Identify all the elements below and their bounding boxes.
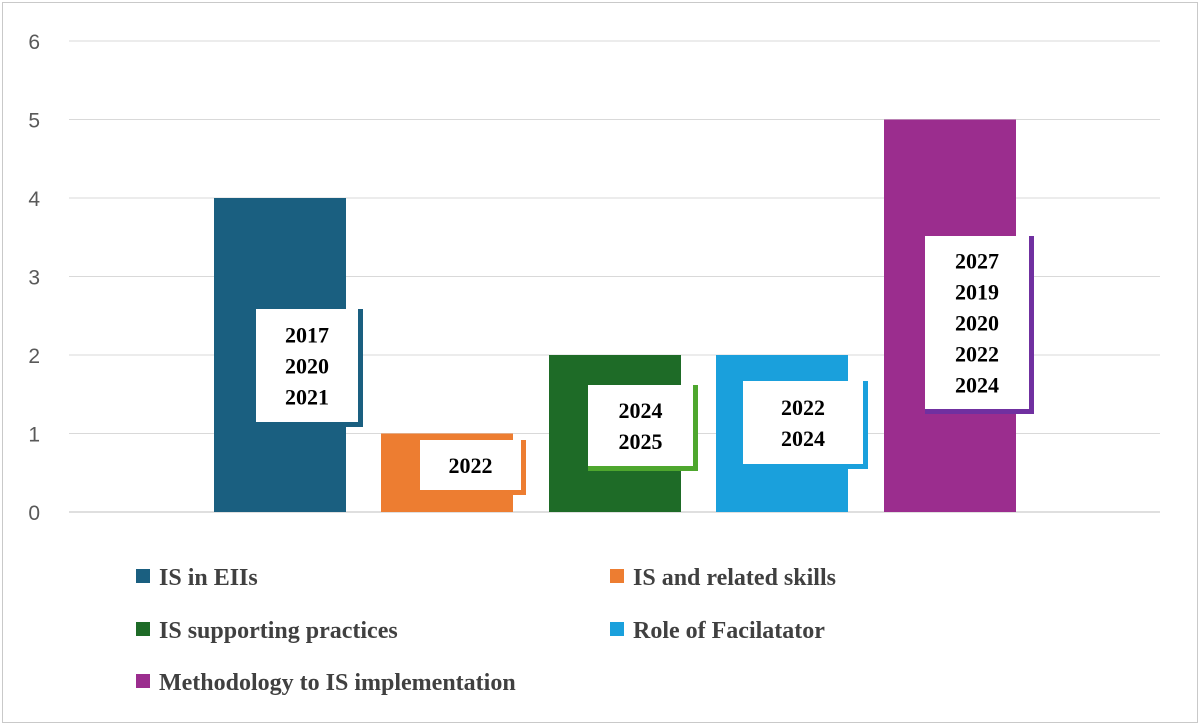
y-tick-label-1: 1 bbox=[28, 424, 40, 447]
y-tick-label-2: 2 bbox=[28, 345, 40, 368]
y-tick-label-3: 3 bbox=[28, 267, 40, 290]
year-label-is-and-related-skills-0: 2022 bbox=[449, 453, 493, 478]
legend-label-is-and-related-skills: IS and related skills bbox=[633, 565, 836, 591]
legend-swatch-role-of-facilatator bbox=[610, 622, 624, 636]
legend-swatch-is-and-related-skills bbox=[610, 569, 624, 583]
year-label-methodology-to-is-implementation-4: 2024 bbox=[955, 373, 999, 398]
year-label-is-supporting-practices-0: 2024 bbox=[619, 398, 663, 423]
year-label-role-of-facilatator-1: 2024 bbox=[781, 426, 825, 451]
year-label-methodology-to-is-implementation-3: 2022 bbox=[955, 342, 999, 367]
y-tick-label-6: 6 bbox=[28, 31, 40, 54]
y-tick-label-4: 4 bbox=[28, 188, 40, 211]
year-label-is-in-eiis-0: 2017 bbox=[285, 323, 329, 348]
legend-label-is-in-eiis: IS in EIIs bbox=[159, 565, 258, 591]
year-label-methodology-to-is-implementation-1: 2019 bbox=[955, 280, 999, 305]
year-label-methodology-to-is-implementation-0: 2027 bbox=[955, 249, 999, 274]
year-label-is-in-eiis-1: 2020 bbox=[285, 354, 329, 379]
year-box-is-supporting-practices bbox=[588, 385, 693, 466]
legend-swatch-is-in-eiis bbox=[136, 569, 150, 583]
year-label-is-in-eiis-2: 2021 bbox=[285, 385, 329, 410]
legend-swatch-is-supporting-practices bbox=[136, 622, 150, 636]
year-box-is-in-eiis bbox=[256, 309, 358, 422]
year-label-role-of-facilatator-0: 2022 bbox=[781, 395, 825, 420]
year-box-is-and-related-skills bbox=[420, 440, 521, 490]
legend-label-role-of-facilatator: Role of Facilatator bbox=[633, 618, 825, 644]
legend-label-is-supporting-practices: IS supporting practices bbox=[159, 618, 398, 644]
year-label-methodology-to-is-implementation-2: 2020 bbox=[955, 311, 999, 336]
year-box-methodology-to-is-implementation bbox=[925, 236, 1029, 409]
year-box-role-of-facilatator bbox=[743, 381, 863, 464]
legend-swatch-methodology-to-is-implementation bbox=[136, 674, 150, 688]
bar-chart: 0 1 2 3 4 5 6 2017 2020 2021 2022 2024 2025 2022 2024 2… bbox=[28, 31, 1160, 696]
y-tick-label-0: 0 bbox=[28, 502, 40, 525]
year-label-is-supporting-practices-1: 2025 bbox=[619, 429, 663, 454]
legend-label-methodology-to-is-implementation: Methodology to IS implementation bbox=[159, 670, 516, 696]
y-tick-label-5: 5 bbox=[28, 110, 40, 133]
